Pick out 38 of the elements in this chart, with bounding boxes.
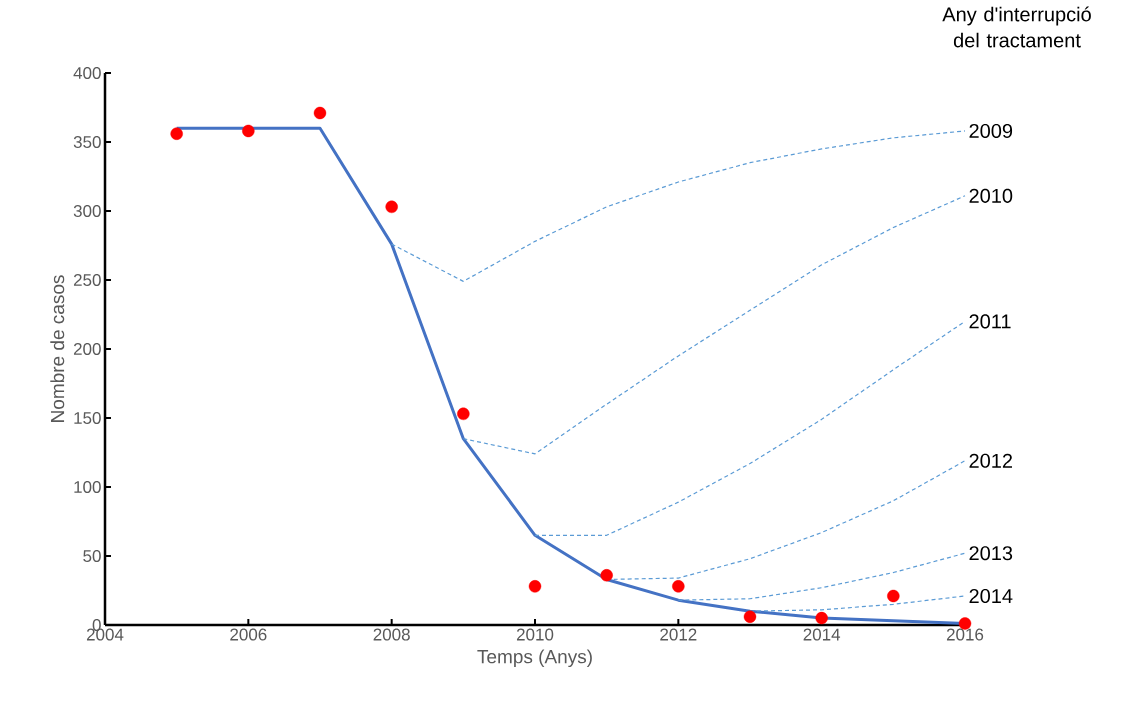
line-series — [534, 320, 966, 536]
series-label: 2010 — [969, 188, 1013, 203]
x-tick-label: 2016 — [946, 628, 984, 641]
y-axis-title: Nombre de casos — [50, 275, 65, 422]
x-tick-label: 2012 — [660, 628, 697, 641]
point — [600, 569, 613, 582]
point — [170, 127, 183, 140]
y-tick-label: 150 — [74, 411, 101, 425]
point — [457, 407, 470, 421]
point — [887, 589, 900, 603]
x-tick-label: 2006 — [230, 628, 267, 641]
series-label: 2012 — [969, 453, 1013, 468]
y-tick-label: 100 — [74, 480, 101, 494]
point — [385, 200, 398, 214]
legend-title: Any d'interrupció del tractament — [942, 6, 1091, 48]
line-series — [391, 130, 966, 282]
point — [528, 580, 542, 593]
y-tick-label: 350 — [73, 135, 101, 149]
line-series — [677, 552, 966, 601]
x-tick-label: 2008 — [373, 628, 410, 641]
x-tick-label: 2014 — [803, 628, 841, 641]
y-tick-label: 50 — [83, 549, 101, 563]
series-label: 2013 — [969, 546, 1013, 561]
y-tick-label: 250 — [73, 273, 101, 287]
y-tick-label: 300 — [73, 204, 101, 218]
x-axis-title: Temps (Anys) — [477, 649, 592, 668]
series-label: 2014 — [969, 588, 1013, 604]
series-label: 2009 — [969, 123, 1013, 139]
point — [672, 580, 685, 593]
y-tick-label: 200 — [73, 342, 101, 356]
point — [242, 124, 255, 138]
line-series — [462, 195, 966, 455]
point — [313, 106, 327, 120]
series-label: 2011 — [969, 314, 1011, 329]
y-tick-label: 400 — [73, 66, 101, 80]
point — [815, 611, 828, 625]
x-tick-label: 2010 — [516, 628, 554, 641]
point — [743, 610, 757, 623]
